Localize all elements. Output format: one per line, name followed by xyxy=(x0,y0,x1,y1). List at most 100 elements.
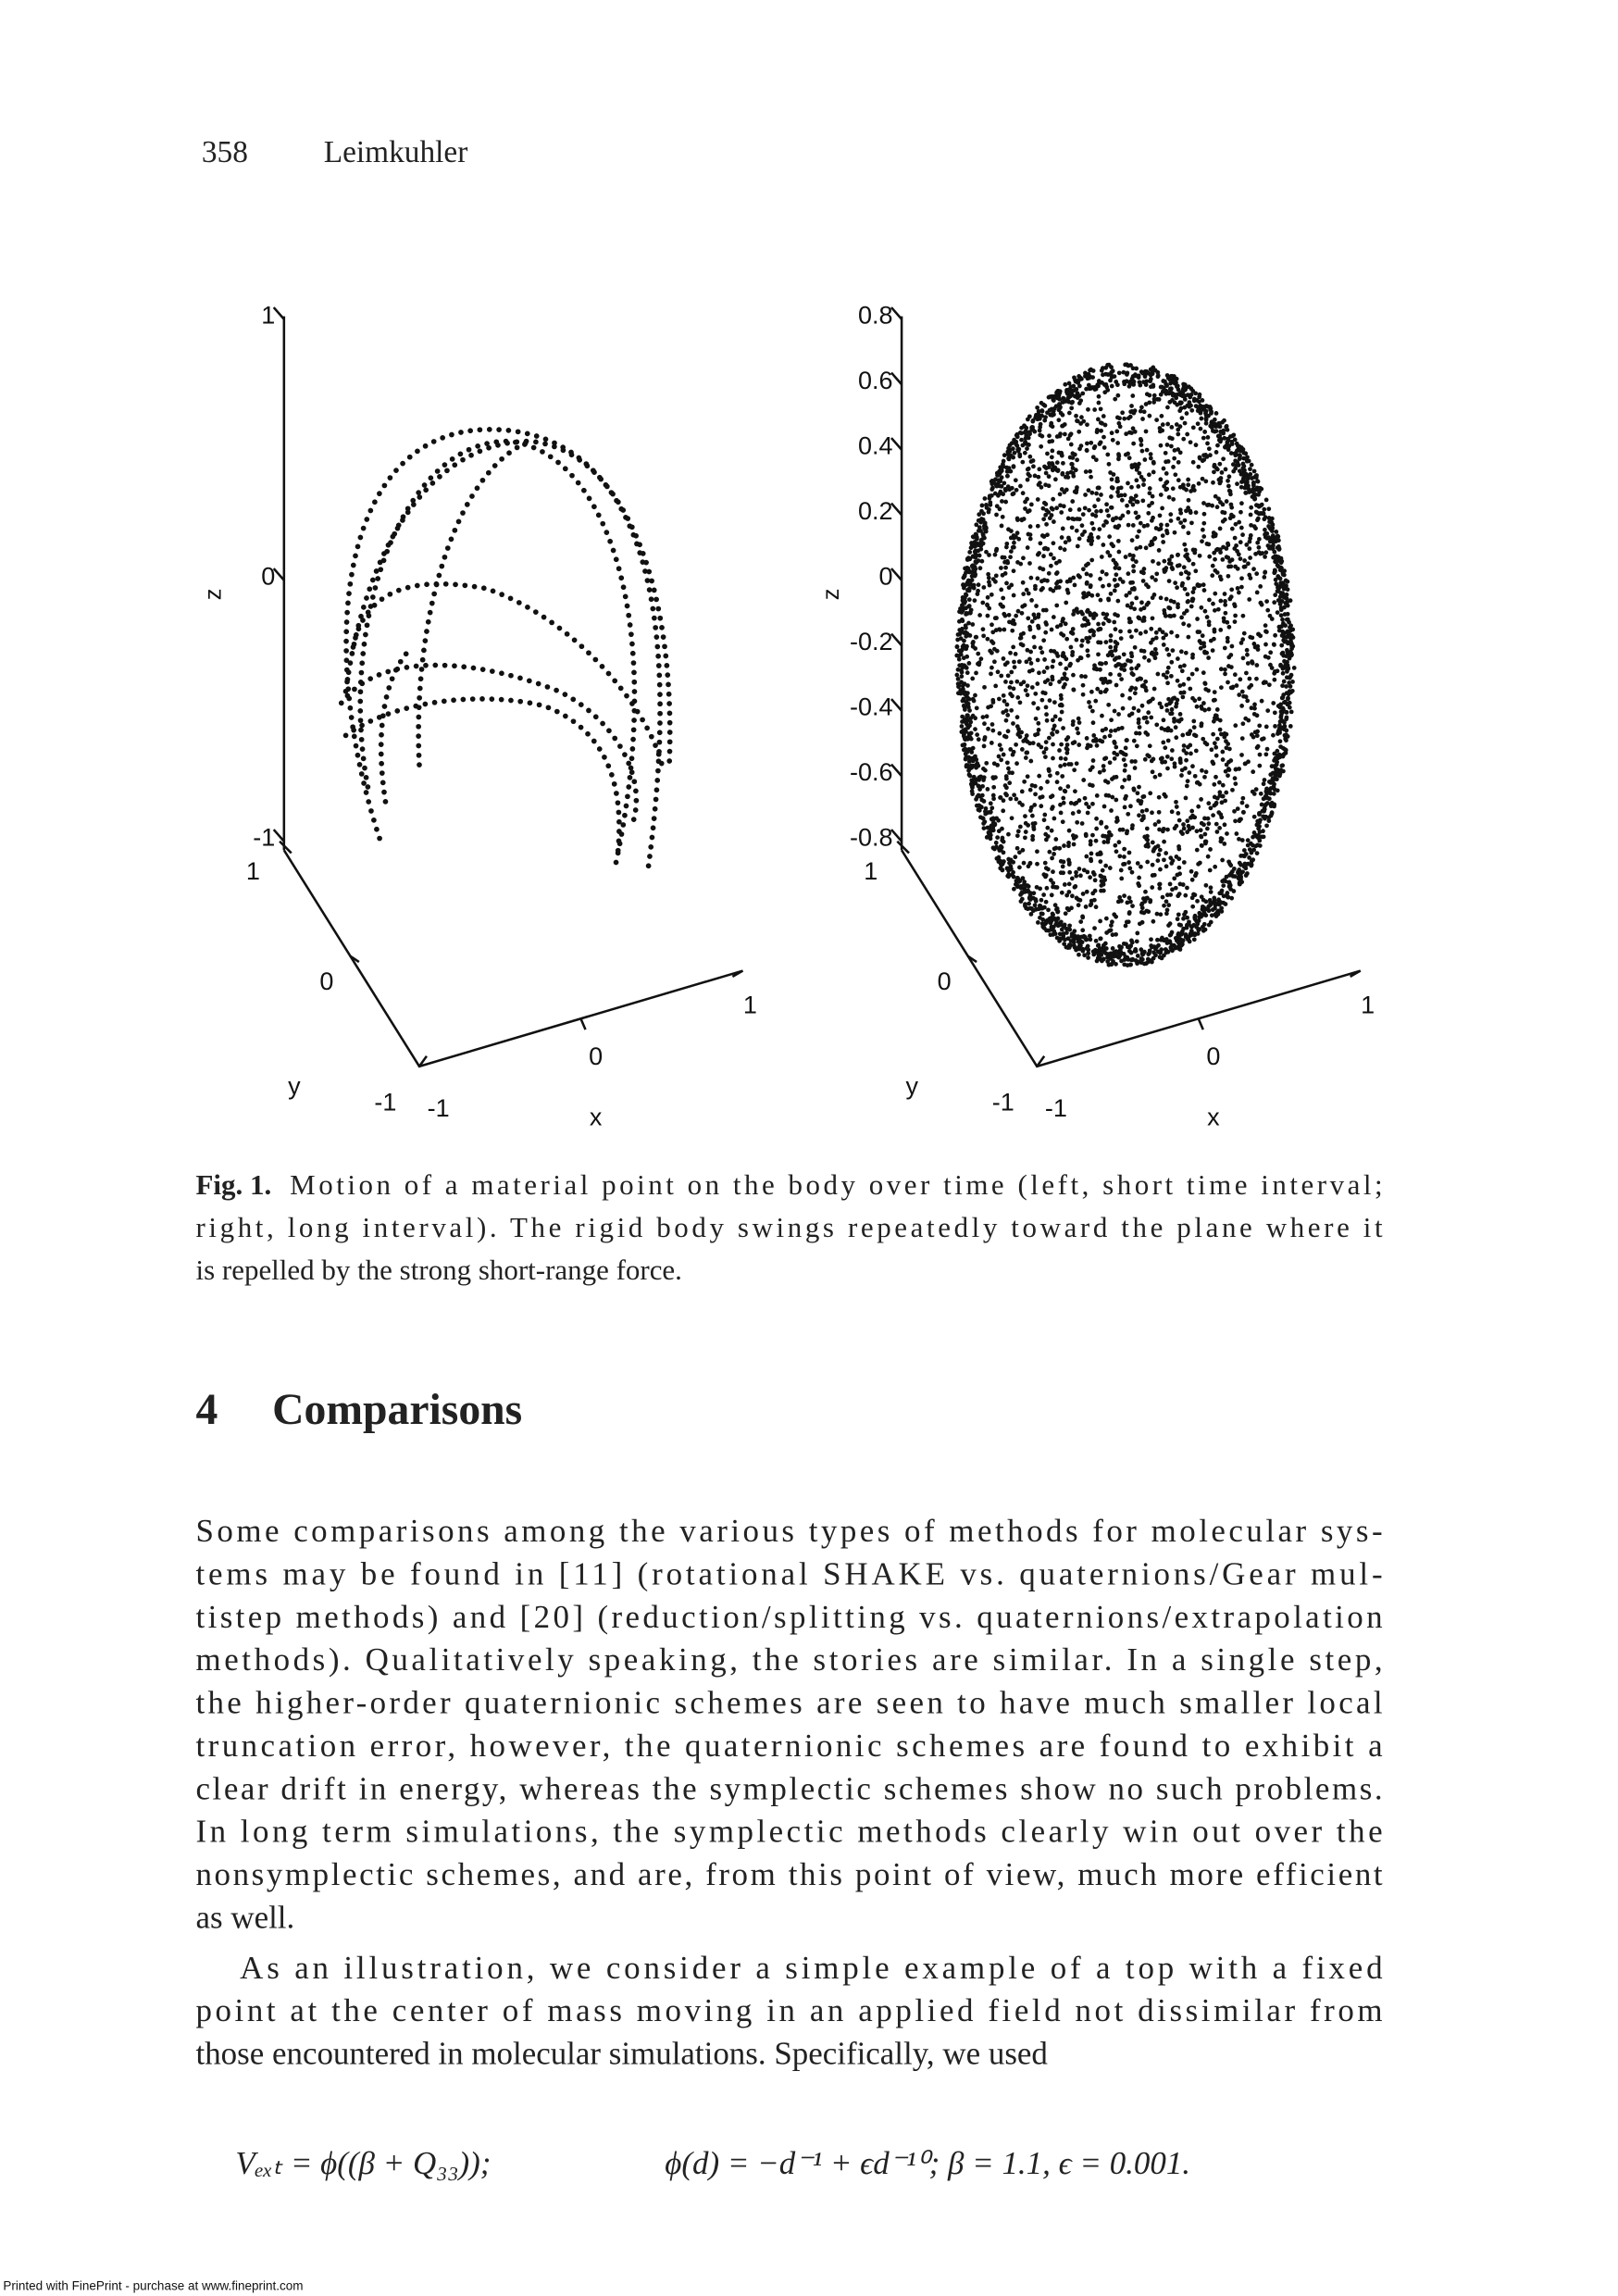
trajectory-point xyxy=(1118,629,1123,634)
trajectory-point xyxy=(1166,652,1172,657)
trajectory-point xyxy=(1248,512,1253,518)
trajectory-point xyxy=(1158,477,1164,482)
trajectory-point xyxy=(1026,591,1031,596)
z-axis xyxy=(900,316,1362,1068)
x-tick-label: 1 xyxy=(1361,992,1375,1019)
trajectory-point xyxy=(961,696,966,702)
trajectory-point xyxy=(1129,671,1135,676)
trajectory-point xyxy=(1282,605,1287,610)
trajectory-point xyxy=(1015,829,1021,834)
trajectory-point xyxy=(1170,887,1175,892)
trajectory-point xyxy=(1157,827,1162,832)
trajectory-point xyxy=(1221,544,1226,550)
trajectory-point xyxy=(1077,897,1083,903)
trajectory-point xyxy=(1054,505,1060,511)
trajectory-point xyxy=(1090,368,1096,373)
trajectory-point xyxy=(1231,867,1237,871)
trajectory-point xyxy=(1104,519,1109,525)
trajectory-point xyxy=(1109,430,1114,436)
trajectory-point xyxy=(1119,497,1125,503)
trajectory-point xyxy=(1057,717,1063,722)
trajectory-point xyxy=(1240,532,1245,538)
trajectory-point xyxy=(1266,682,1272,688)
trajectory-point xyxy=(1251,567,1256,572)
trajectory-point xyxy=(1134,666,1139,671)
trajectory-point xyxy=(1291,666,1297,670)
trajectory-point xyxy=(1147,400,1152,406)
trajectory-point xyxy=(1196,804,1201,809)
trajectory-point xyxy=(1168,855,1174,861)
trajectory-point xyxy=(1139,817,1145,823)
trajectory-point xyxy=(1192,913,1198,918)
trajectory-point xyxy=(1105,959,1111,964)
trajectory-point xyxy=(1239,753,1244,757)
trajectory-point xyxy=(1041,534,1047,539)
trajectory-point xyxy=(1010,628,1015,633)
trajectory-point xyxy=(1244,647,1250,653)
trajectory-point xyxy=(1188,729,1193,734)
trajectory-point xyxy=(1235,586,1240,591)
trajectory-point xyxy=(965,587,971,593)
trajectory-point xyxy=(1031,827,1037,831)
trajectory-point xyxy=(1105,955,1110,960)
trajectory-point xyxy=(1116,566,1122,571)
trajectory-point xyxy=(1217,480,1223,486)
trajectory-point xyxy=(995,669,1001,675)
trajectory-point xyxy=(1156,561,1161,567)
trajectory-point xyxy=(1156,809,1162,815)
trajectory-point xyxy=(974,634,979,640)
z-tick-label: -0.2 xyxy=(850,628,893,655)
trajectory-point xyxy=(974,765,978,770)
trajectory-point xyxy=(1095,417,1101,422)
trajectory-point xyxy=(1078,398,1084,404)
trajectory-point xyxy=(1054,624,1060,630)
trajectory-point xyxy=(989,592,994,597)
trajectory-point xyxy=(1077,429,1082,434)
trajectory-point xyxy=(1247,539,1252,544)
trajectory-point xyxy=(1151,950,1156,955)
text-line: methods). Qualitatively speaking, the st… xyxy=(196,1641,1383,1678)
trajectory-point xyxy=(1141,618,1147,623)
trajectory-point xyxy=(1122,846,1127,852)
trajectory-point xyxy=(1174,805,1179,809)
trajectory-point xyxy=(1099,428,1103,433)
trajectory-point xyxy=(1039,443,1044,449)
trajectory-point xyxy=(1214,753,1219,758)
trajectory-point xyxy=(1090,720,1096,726)
trajectory-point xyxy=(962,692,967,696)
trajectory-point xyxy=(1206,922,1212,928)
z-tick xyxy=(890,829,903,842)
trajectory-point xyxy=(1066,762,1072,767)
trajectory-point xyxy=(1126,363,1131,368)
trajectory-point xyxy=(1263,815,1268,819)
trajectory-point xyxy=(1067,942,1073,948)
trajectory-point xyxy=(1081,567,1086,572)
trajectory-point xyxy=(1263,802,1268,807)
trajectory-point xyxy=(1089,851,1094,856)
trajectory-point xyxy=(1046,474,1052,480)
trajectory-point xyxy=(1136,717,1141,722)
trajectory-point xyxy=(1090,455,1096,460)
trajectory-point xyxy=(1176,811,1181,816)
trajectory-point xyxy=(1190,590,1196,594)
trajectory-point xyxy=(1287,705,1292,710)
trajectory-point xyxy=(1214,800,1219,805)
trajectory-point xyxy=(1091,526,1096,531)
trajectory-point xyxy=(981,826,987,830)
trajectory-point xyxy=(1014,679,1020,684)
trajectory-point xyxy=(1177,712,1183,717)
trajectory-point xyxy=(1112,657,1117,662)
trajectory-point xyxy=(1251,468,1257,474)
text-line: the higher-order quaternionic schemes ar… xyxy=(196,1685,1383,1721)
trajectory-point xyxy=(1191,922,1197,928)
trajectory-point xyxy=(1119,677,1124,681)
trajectory-point xyxy=(1130,426,1136,431)
trajectory-point xyxy=(1133,759,1138,764)
trajectory-point xyxy=(1263,532,1268,538)
trajectory-point xyxy=(1204,826,1210,831)
trajectory-point xyxy=(1103,916,1109,921)
trajectory-point xyxy=(1164,669,1170,675)
trajectory-point xyxy=(970,745,976,751)
trajectory-point xyxy=(1058,802,1063,807)
